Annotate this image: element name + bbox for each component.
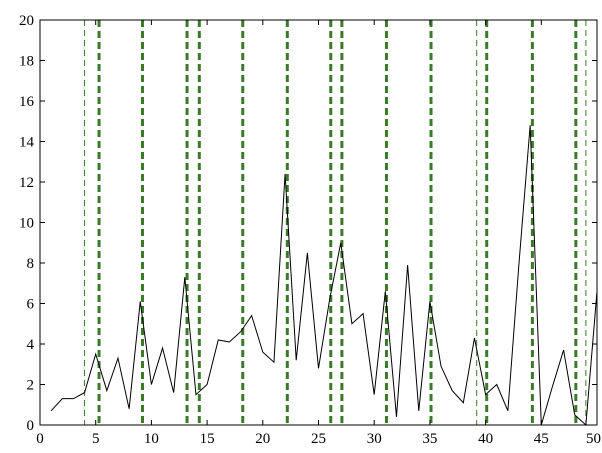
vertical-markers xyxy=(84,20,587,425)
x-tick-label: 10 xyxy=(144,431,159,447)
y-tick-label: 20 xyxy=(19,13,34,29)
x-tick-label: 35 xyxy=(422,431,437,447)
x-axis-ticks: 0 5 10 15 20 25 30 35 40 45 50 xyxy=(36,20,601,447)
series-line-0 xyxy=(50,125,598,427)
y-tick-label: 8 xyxy=(27,256,35,272)
y-tick-label: 10 xyxy=(19,216,34,232)
y-tick-label: 2 xyxy=(27,378,35,394)
x-tick-label: 25 xyxy=(311,431,326,447)
x-tick-label: 40 xyxy=(478,431,493,447)
x-tick-label: 0 xyxy=(36,431,44,447)
y-tick-label: 14 xyxy=(19,135,35,151)
y-tick-label: 16 xyxy=(19,94,35,110)
series-layer xyxy=(50,125,598,427)
x-tick-label: 45 xyxy=(534,431,549,447)
y-tick-label: 6 xyxy=(27,297,35,313)
y-tick-label: 0 xyxy=(27,418,35,434)
x-tick-label: 50 xyxy=(586,431,601,447)
y-tick-label: 18 xyxy=(19,54,34,70)
x-tick-label: 15 xyxy=(200,431,215,447)
y-tick-label: 12 xyxy=(19,175,34,191)
y-tick-label: 4 xyxy=(27,337,35,353)
x-tick-label: 30 xyxy=(367,431,382,447)
x-tick-label: 5 xyxy=(92,431,100,447)
y-axis-ticks: 0 2 4 6 8 10 12 14 16 18 20 xyxy=(19,13,597,434)
x-tick-label: 20 xyxy=(255,431,270,447)
